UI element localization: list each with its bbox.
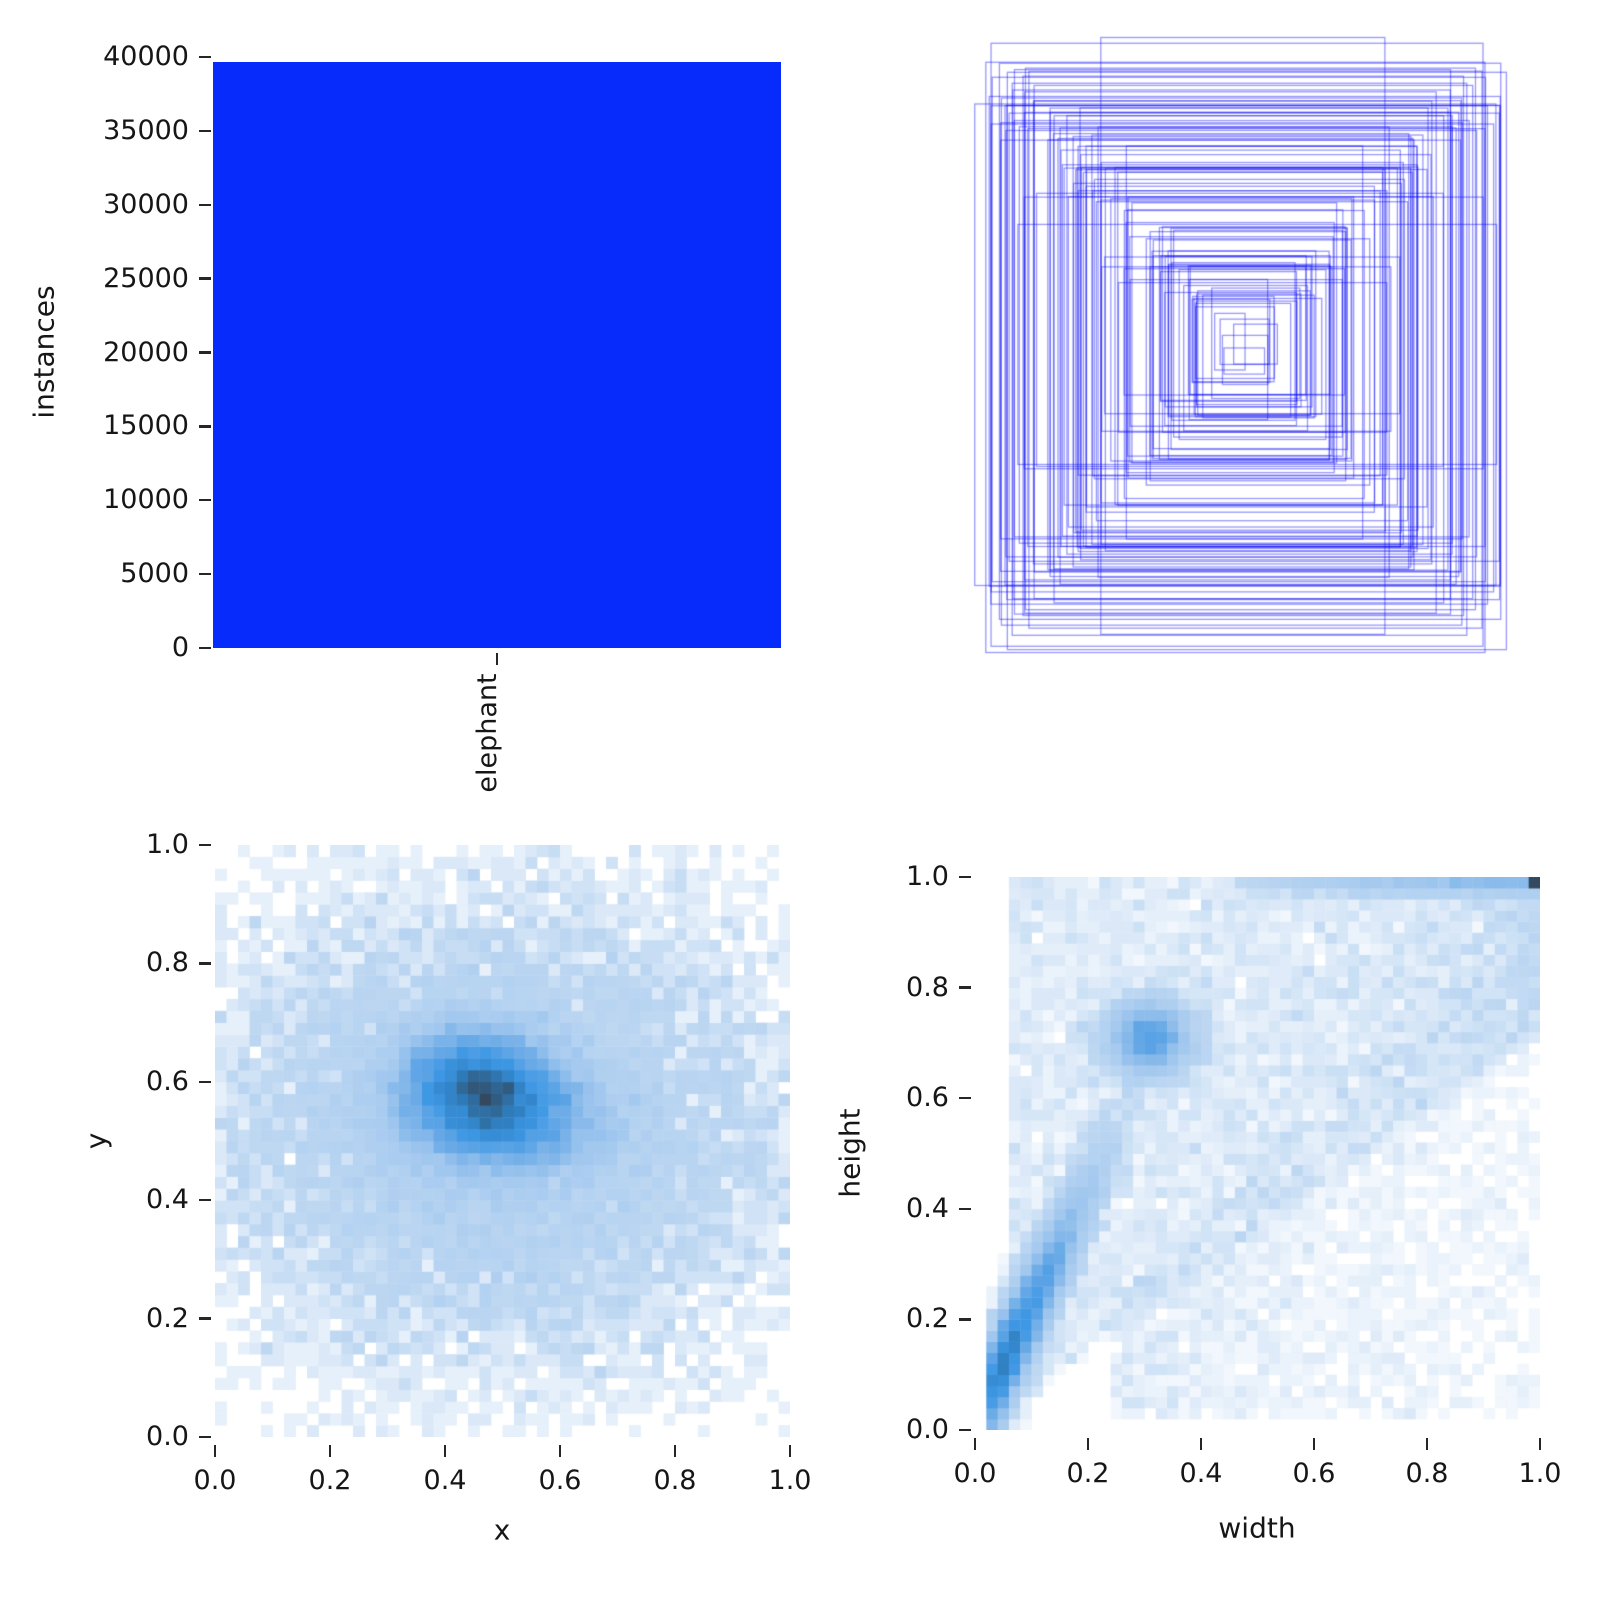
y-tick-label: 0.4: [146, 1184, 189, 1216]
tick-mark: [1538, 1438, 1542, 1450]
y-tick-label: 0.6: [906, 1082, 949, 1114]
x-tick-label: 0.0: [193, 1465, 237, 1496]
tick-mark: [199, 646, 211, 650]
y-axis-label-y: y: [79, 1132, 113, 1150]
y-tick-label: 0: [171, 632, 189, 663]
bounding-boxes-canvas: [958, 36, 1530, 654]
tick-mark: [199, 425, 211, 428]
width-height-heatmap-canvas: [975, 877, 1540, 1430]
x-axis-label-width: width: [1218, 1511, 1296, 1545]
x-tick-label: 0.6: [1292, 1458, 1336, 1489]
y-axis-label-height: height: [833, 1108, 867, 1198]
tick-mark: [959, 1097, 971, 1100]
tick-mark: [959, 986, 971, 989]
tick-mark: [788, 1445, 792, 1457]
tick-mark: [959, 1318, 971, 1321]
tick-mark: [199, 1199, 211, 1202]
tick-mark: [199, 499, 211, 502]
y-tick-label: 0.6: [146, 1065, 189, 1097]
x-tick-label-elephant: elephant: [472, 673, 503, 793]
x-tick-label: 1.0: [768, 1465, 812, 1496]
tick-mark: [199, 962, 211, 965]
tick-mark: [199, 129, 211, 133]
tick-mark: [199, 55, 211, 59]
tick-mark: [959, 1428, 971, 1432]
tick-mark: [199, 203, 211, 206]
tick-mark: [495, 653, 499, 665]
y-tick-label: 10000: [103, 484, 189, 516]
y-tick-label: 30000: [103, 188, 189, 220]
xy-heatmap-canvas: [215, 845, 790, 1437]
x-tick-label: 0.8: [653, 1465, 697, 1496]
tick-mark: [199, 277, 211, 280]
y-tick-label: 0.0: [146, 1421, 189, 1452]
bar-chart-plot-area: [213, 57, 781, 648]
x-tick-label: 0.0: [953, 1458, 997, 1489]
tick-mark: [959, 875, 971, 879]
y-tick-label: 0.0: [906, 1414, 949, 1445]
bar-elephant: [213, 62, 781, 648]
tick-mark: [199, 1080, 211, 1083]
tick-mark: [199, 1317, 211, 1320]
tick-mark: [673, 1445, 677, 1457]
x-tick-label: 0.2: [308, 1465, 352, 1496]
y-tick-label: 5000: [120, 558, 189, 590]
y-tick-label: 40000: [103, 41, 189, 72]
y-tick-label: 0.2: [906, 1303, 949, 1335]
tick-mark: [973, 1438, 977, 1450]
tick-mark: [443, 1445, 447, 1457]
y-tick-label: 20000: [103, 336, 189, 368]
x-tick-label: 0.8: [1405, 1458, 1449, 1489]
tick-mark: [1199, 1438, 1203, 1450]
y-tick-label: 0.8: [906, 971, 949, 1003]
x-axis-label-x: x: [493, 1513, 511, 1547]
tick-mark: [213, 1445, 217, 1457]
tick-mark: [199, 351, 211, 354]
tick-mark: [959, 1207, 971, 1210]
y-tick-label: 0.8: [146, 947, 189, 979]
tick-mark: [199, 1435, 211, 1439]
y-tick-label: 1.0: [906, 861, 949, 892]
x-tick-label: 0.4: [423, 1465, 467, 1496]
tick-mark: [199, 843, 211, 847]
y-tick-label: 35000: [103, 114, 189, 146]
tick-mark: [1425, 1438, 1429, 1450]
y-tick-label: 25000: [103, 262, 189, 294]
tick-mark: [1312, 1438, 1316, 1450]
x-tick-label: 0.6: [538, 1465, 582, 1496]
x-tick-label: 1.0: [1518, 1458, 1562, 1489]
y-tick-label: 0.2: [146, 1302, 189, 1334]
tick-mark: [199, 572, 211, 576]
y-tick-label: 1.0: [146, 829, 189, 860]
tick-mark: [1086, 1438, 1090, 1450]
tick-mark: [328, 1445, 332, 1457]
x-tick-label: 0.4: [1179, 1458, 1223, 1489]
y-tick-label: 0.4: [906, 1192, 949, 1224]
tick-mark: [558, 1445, 562, 1457]
x-tick-label: 0.2: [1066, 1458, 1110, 1489]
y-tick-label: 15000: [103, 410, 189, 442]
